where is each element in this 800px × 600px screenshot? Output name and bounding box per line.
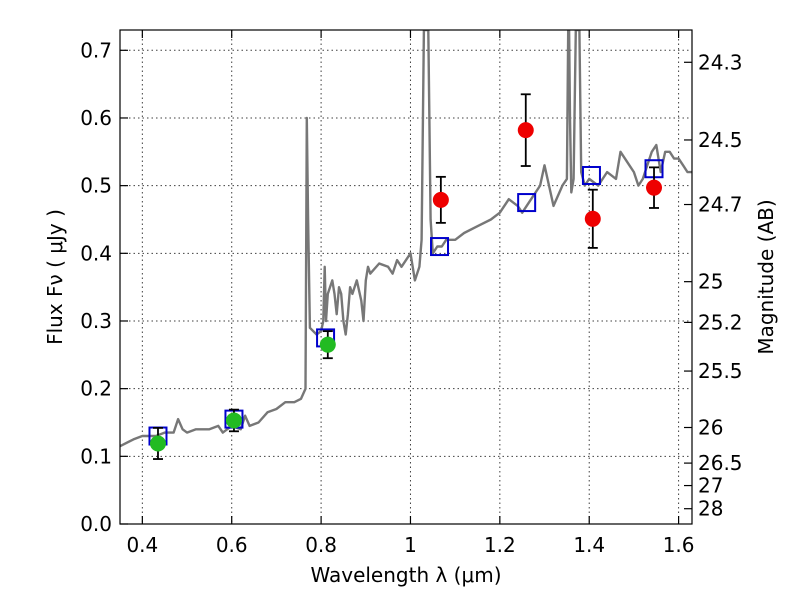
ir-data-point (584, 210, 601, 227)
y-axis-label: Flux Fν ( μJy ) (43, 209, 67, 345)
magnitude-tick-label: 25.5 (698, 359, 743, 383)
ir-data-point (646, 179, 663, 196)
y-tick-label: 0.7 (80, 38, 112, 62)
model-photometry-square (581, 165, 601, 185)
magnitude-tick-label: 28 (698, 497, 723, 521)
x-axis-label: Wavelength λ (μm) (310, 563, 501, 587)
magnitude-tick-label: 26.5 (698, 451, 743, 475)
ir-data-point (517, 122, 534, 139)
hst-data-point (225, 412, 242, 429)
model-photometry-square (517, 193, 537, 213)
axes: 0.4 0.6 0.8 1 1.2 1.4 1.6 0.0 0.1 0.2 0.3 0.4 0.5 0.6… (80, 30, 743, 557)
x-tick-label: 0.6 (216, 533, 248, 557)
y-tick-label: 0.0 (80, 512, 112, 536)
magnitude-tick-label: 27 (698, 474, 723, 498)
magnitude-tick-label: 25 (698, 270, 723, 294)
magnitude-axis-label: Magnitude (AB) (754, 199, 778, 354)
x-tick-label: 1 (404, 533, 417, 557)
x-tick-label: 1.4 (573, 533, 605, 557)
hst-data-point (319, 336, 336, 353)
ir-data-point (432, 191, 449, 208)
plot-frame (119, 29, 693, 525)
magnitude-tick-label: 24.7 (698, 193, 743, 217)
y-tick-label: 0.5 (80, 174, 112, 198)
hst-data-point (149, 435, 166, 452)
x-tick-label: 0.8 (305, 533, 337, 557)
series-layer (120, 30, 692, 460)
y-tick-label: 0.1 (80, 444, 112, 468)
model-photometry-square (430, 237, 450, 257)
magnitude-tick-label: 24.3 (698, 50, 743, 74)
magnitude-tick-label: 25.2 (698, 310, 743, 334)
y-tick-label: 0.6 (80, 106, 112, 130)
magnitude-tick-label: 26 (698, 416, 723, 440)
magnitude-tick-label: 24.5 (698, 128, 743, 152)
x-tick-label: 1.6 (663, 533, 695, 557)
x-tick-label: 0.4 (126, 533, 158, 557)
y-tick-label: 0.4 (80, 241, 112, 265)
y-tick-label: 0.3 (80, 309, 112, 333)
x-tick-label: 1.2 (484, 533, 516, 557)
model-spectrum-line (120, 30, 692, 448)
y-tick-label: 0.2 (80, 377, 112, 401)
